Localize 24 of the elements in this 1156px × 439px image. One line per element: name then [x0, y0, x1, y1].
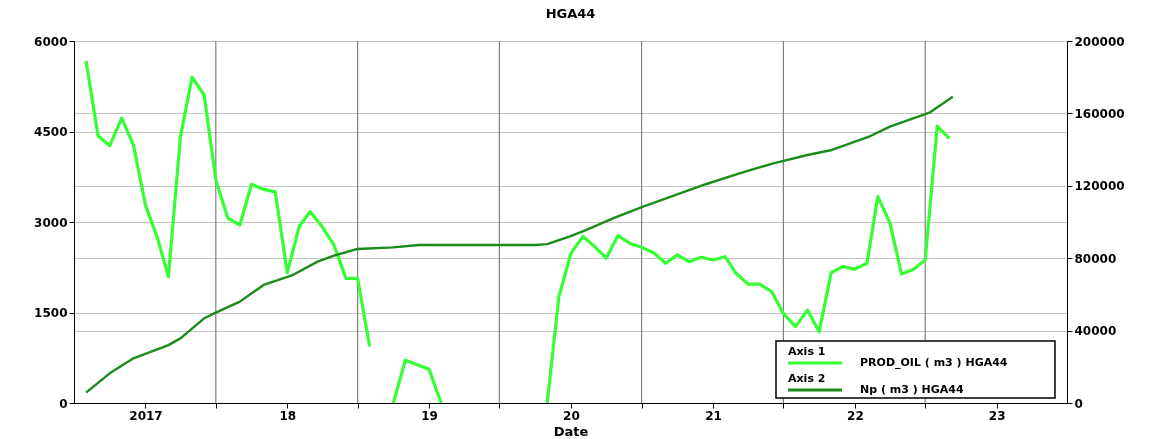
y2-tick-label: 80000 [1074, 251, 1117, 266]
x-tick-label: 19 [421, 408, 438, 423]
legend-label: PROD_OIL ( m3 ) HGA44 [860, 356, 1008, 369]
x-axis-title: Date [553, 423, 589, 439]
y2-tick-label: 200000 [1074, 34, 1125, 49]
legend-label: Np ( m3 ) HGA44 [860, 383, 964, 396]
annotation: Axis 2 [788, 372, 826, 385]
annotation: Axis 1 [788, 345, 826, 358]
y-tick-label: 0 [59, 396, 68, 411]
y-tick-label: 1500 [34, 306, 68, 320]
y-tick-label: 4500 [34, 125, 68, 139]
y-tick-label: 6000 [34, 34, 68, 49]
y2-tick-label: 160000 [1074, 106, 1125, 121]
x-tick-label: 2017 [129, 408, 163, 423]
y2-tick-label: 40000 [1074, 324, 1117, 339]
chart-title: HGA44 [545, 6, 596, 21]
x-tick-label: 21 [705, 408, 722, 423]
x-tick-label: 20 [563, 408, 580, 423]
x-tick-label: 23 [988, 408, 1006, 423]
y2-tick-label: 120000 [1074, 179, 1125, 194]
y-tick-label: 3000 [34, 215, 68, 230]
y2-tick-label: 0 [1074, 396, 1083, 411]
x-tick-label: 18 [279, 408, 297, 423]
x-tick-label: 22 [847, 408, 864, 423]
